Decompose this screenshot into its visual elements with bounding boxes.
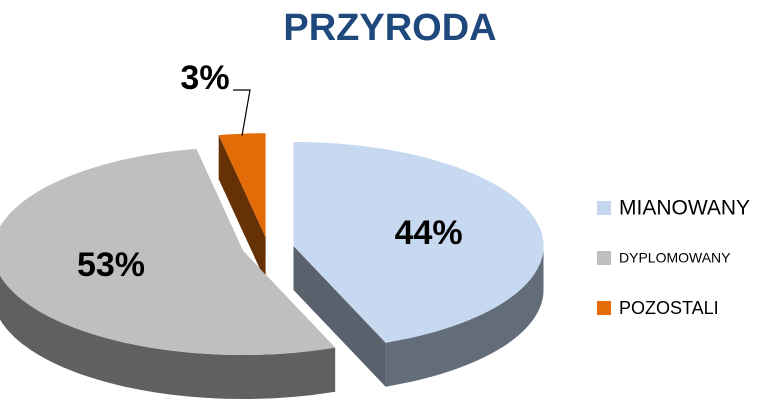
legend-label: POZOSTALI [619, 298, 719, 318]
data-label: 53% [77, 246, 145, 284]
legend-swatch [597, 301, 611, 315]
chart-title: PRZYRODA [283, 7, 496, 49]
slice-side [385, 246, 544, 387]
slice-face [218, 135, 266, 282]
leader-line [233, 89, 251, 136]
legend-swatch [597, 251, 611, 265]
slice [218, 133, 266, 238]
legend-label: DYPLOMOWANY [619, 250, 731, 266]
data-label: 44% [395, 214, 463, 252]
slice [293, 142, 544, 343]
data-label: 3% [180, 59, 229, 97]
slice [0, 148, 336, 355]
slice-side [0, 275, 336, 399]
slice-face [293, 246, 386, 387]
legend-swatch [597, 201, 611, 215]
legend-label: MIANOWANY [619, 197, 750, 220]
